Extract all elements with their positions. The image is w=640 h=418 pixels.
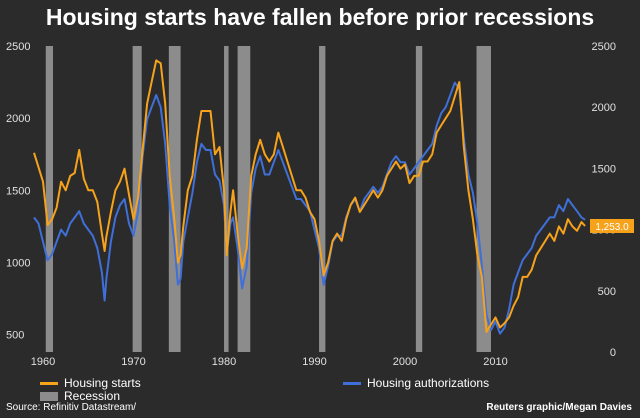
y-left-tick-label: 2500 <box>6 41 30 53</box>
series-lines <box>33 59 586 335</box>
chart-title: Housing starts have fallen before prior … <box>45 4 595 30</box>
last-value-label: 1,253.0 <box>595 222 629 233</box>
axes: 5001000150020002500050010001500200025001… <box>6 41 616 368</box>
y-right-tick-label: 2000 <box>592 102 616 114</box>
legend-item-recession: Recession <box>40 389 120 403</box>
recession-band-6 <box>415 46 423 352</box>
recession-band-7 <box>476 46 491 352</box>
y-right-tick-label: 500 <box>598 286 616 298</box>
y-left-tick-label: 500 <box>6 330 24 342</box>
recession-band-3 <box>224 46 229 352</box>
recession-band-2 <box>168 46 181 352</box>
x-tick-label: 1990 <box>302 356 326 368</box>
recession-band-4 <box>237 46 251 352</box>
y-right-tick-label: 1500 <box>592 163 616 175</box>
legend-swatch-recession <box>40 391 58 401</box>
legend-swatch-starts <box>40 381 58 385</box>
legend-label-starts: Housing starts <box>64 376 141 390</box>
legend-label-authorizations: Housing authorizations <box>367 376 490 390</box>
y-left-tick-label: 1000 <box>6 258 30 270</box>
legend-swatch-authorizations <box>343 381 361 385</box>
recession-band-0 <box>45 46 54 352</box>
legend-label-recession: Recession <box>64 389 121 403</box>
x-tick-label: 1960 <box>31 356 55 368</box>
legend-item-authorizations: Housing authorizations <box>343 376 489 390</box>
y-right-tick-label: 2500 <box>592 41 616 53</box>
source-note: Source: Refinitiv Datastream/ <box>6 402 137 413</box>
recession-bands <box>45 46 491 352</box>
x-tick-label: 2010 <box>483 356 507 368</box>
credit-note: Reuters graphic/Megan Davies <box>486 402 632 413</box>
x-tick-label: 2000 <box>393 356 417 368</box>
y-right-tick-label: 0 <box>610 347 616 359</box>
value-labels: 1,253.0 <box>590 218 634 233</box>
series-line-housing-authorizations <box>33 81 586 335</box>
series-line-housing-starts <box>33 59 586 333</box>
x-tick-label: 1970 <box>121 356 145 368</box>
y-left-tick-label: 1500 <box>6 185 30 197</box>
y-left-tick-label: 2000 <box>6 113 30 125</box>
legend-item-starts: Housing starts <box>40 376 141 390</box>
recession-band-5 <box>319 46 326 352</box>
x-tick-label: 1980 <box>212 356 236 368</box>
last-value-badge <box>590 218 634 233</box>
